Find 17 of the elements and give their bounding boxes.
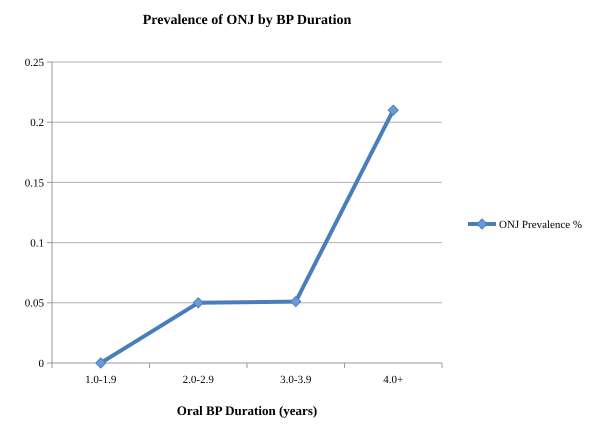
point [192,297,204,308]
point [95,358,106,368]
y-tick-label: 0 [38,358,44,370]
y-tick-label: 0.2 [30,117,44,130]
x-tick-label: 4.0+ [383,374,404,386]
chart-title: Prevalence of ONJ by BP Duration [142,13,352,28]
y-tick-label: 0.1 [30,237,44,250]
legend-label: ONJ Prevalence % [499,218,582,231]
y-tick-label: 0.25 [24,56,44,69]
x-tick-label: 2.0-2.9 [182,374,214,386]
y-tick-label: 0.05 [24,298,44,310]
point [290,296,302,308]
point [388,104,399,116]
y-tick-label: 0.15 [24,177,44,190]
x-tick-label: 1.0-1.9 [85,374,117,386]
x-tick-label: 3.0-3.9 [280,374,312,386]
x-axis-title: Oral BP Duration (years) [176,403,318,418]
